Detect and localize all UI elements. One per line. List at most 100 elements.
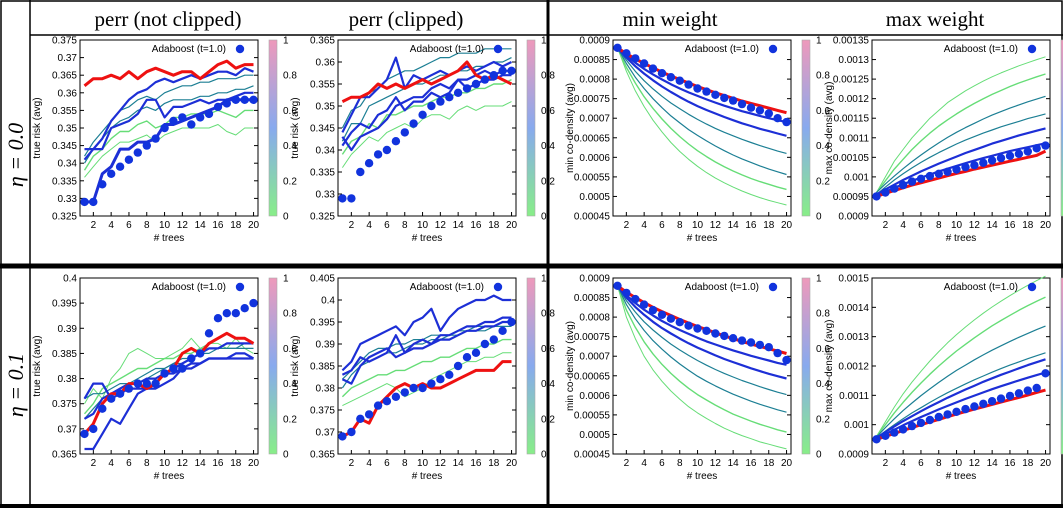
adaboost-point bbox=[881, 431, 890, 440]
header-min-weight: min weight bbox=[622, 7, 717, 31]
adaboost-point bbox=[898, 180, 908, 190]
legend-marker bbox=[1027, 44, 1037, 54]
x-axis-label: # trees bbox=[412, 233, 443, 244]
y-tick-label: 0.4 bbox=[63, 274, 77, 285]
y-tick-label: 0.365 bbox=[52, 71, 77, 82]
adaboost-point bbox=[1023, 147, 1032, 156]
x-tick-label: 20 bbox=[506, 458, 518, 469]
adaboost-point bbox=[373, 401, 383, 410]
adaboost-point bbox=[987, 156, 997, 165]
x-tick-label: 18 bbox=[1022, 458, 1034, 469]
adaboost-point bbox=[925, 171, 935, 181]
x-tick-label: 20 bbox=[248, 220, 260, 231]
colorbar-tick-label: 0 bbox=[283, 212, 289, 223]
colorbar-tick-label: 0.2 bbox=[816, 176, 830, 187]
legend-marker bbox=[493, 44, 503, 54]
x-tick-label: 16 bbox=[212, 220, 224, 231]
y-tick-label: 0.385 bbox=[52, 349, 77, 360]
adaboost-point bbox=[445, 93, 454, 102]
adaboost-point bbox=[916, 174, 926, 183]
y-tick-label: 0.34 bbox=[316, 146, 336, 157]
y-axis-label: min co-density (avg) bbox=[565, 83, 576, 173]
series-line-green bbox=[617, 47, 787, 206]
adaboost-point bbox=[507, 317, 516, 327]
adaboost-point bbox=[213, 314, 223, 323]
adaboost-point bbox=[151, 134, 160, 143]
x-tick-label: 6 bbox=[384, 458, 390, 469]
y-axis-label: true risk (avg) bbox=[32, 335, 43, 396]
adaboost-point bbox=[746, 338, 756, 347]
series-line-green bbox=[617, 285, 787, 450]
x-tick-label: 4 bbox=[641, 220, 647, 231]
colorbar-tick-label: 0.6 bbox=[541, 106, 555, 117]
adaboost-point bbox=[133, 148, 142, 157]
adaboost-point bbox=[755, 340, 765, 350]
series-line-blue bbox=[84, 357, 254, 451]
x-tick-label: 16 bbox=[745, 458, 757, 469]
x-axis-label: # trees bbox=[412, 471, 443, 482]
adaboost-point bbox=[996, 153, 1006, 163]
legend-label: Adaboost (t=1.0) bbox=[944, 282, 1018, 293]
adaboost-point bbox=[204, 109, 214, 119]
adaboost-point bbox=[702, 326, 711, 335]
adaboost-point bbox=[115, 162, 125, 171]
adaboost-point bbox=[1032, 383, 1041, 393]
x-axis-label: # trees bbox=[687, 233, 718, 244]
x-tick-label: 4 bbox=[641, 458, 647, 469]
colorbar-tick-label: 0.2 bbox=[283, 176, 297, 187]
series-line-green bbox=[616, 285, 787, 433]
series-line-teal bbox=[876, 113, 1046, 195]
y-tick-label: 0.0011 bbox=[839, 391, 869, 402]
y-tick-label: 0.345 bbox=[310, 124, 335, 135]
y-tick-label: 0.395 bbox=[310, 318, 335, 329]
y-tick-label: 0.335 bbox=[310, 168, 335, 179]
chart-panel-1: 0.325 0.33 0.335 0.34 0.345 0.35 0.355 0.36 0.36… bbox=[32, 36, 297, 245]
x-axis-label: # trees bbox=[154, 233, 185, 244]
colorbar-tick-label: 1 bbox=[816, 274, 822, 285]
adaboost-point bbox=[89, 197, 98, 207]
colorbar-tick-label: 0.6 bbox=[283, 344, 297, 355]
y-tick-label: 0.0009 bbox=[838, 450, 869, 461]
y-tick-label: 0.0015 bbox=[838, 274, 869, 285]
adaboost-point bbox=[436, 375, 445, 384]
y-tick-label: 0.00055 bbox=[574, 172, 611, 183]
y-tick-label: 0.0009 bbox=[579, 36, 610, 47]
adaboost-point bbox=[453, 88, 463, 98]
adaboost-point bbox=[107, 169, 116, 178]
colorbar bbox=[1060, 277, 1063, 455]
adaboost-point bbox=[961, 162, 970, 172]
adaboost-point bbox=[613, 281, 622, 290]
plot-area bbox=[871, 277, 1051, 455]
y-axis-label: true risk (avg) bbox=[32, 97, 43, 158]
adaboost-point bbox=[115, 389, 125, 398]
y-tick-label: 0.39 bbox=[58, 324, 78, 335]
adaboost-point bbox=[98, 180, 107, 189]
adaboost-point bbox=[409, 383, 418, 393]
plot-area bbox=[337, 39, 517, 217]
adaboost-point bbox=[711, 90, 720, 100]
adaboost-point bbox=[80, 197, 89, 207]
plot-area bbox=[612, 39, 792, 217]
y-tick-label: 0.00055 bbox=[574, 410, 611, 421]
adaboost-point bbox=[987, 397, 997, 406]
x-tick-label: 10 bbox=[159, 458, 171, 469]
x-tick-label: 14 bbox=[987, 220, 999, 231]
y-axis-label: max co-density (avg) bbox=[824, 320, 835, 413]
x-tick-label: 6 bbox=[126, 220, 132, 231]
adaboost-point bbox=[222, 99, 231, 108]
x-tick-label: 12 bbox=[177, 458, 189, 469]
adaboost-point bbox=[382, 145, 392, 155]
x-tick-label: 18 bbox=[763, 220, 775, 231]
y-tick-label: 0.375 bbox=[310, 406, 335, 417]
y-tick-label: 0.355 bbox=[52, 106, 77, 117]
colorbar-tick-label: 1 bbox=[541, 36, 547, 47]
x-tick-label: 8 bbox=[402, 458, 408, 469]
y-tick-label: 0.33 bbox=[316, 190, 336, 201]
adaboost-point bbox=[872, 435, 881, 444]
adaboost-point bbox=[213, 102, 223, 112]
colorbar-tick-label: 0.8 bbox=[283, 309, 297, 320]
x-tick-label: 6 bbox=[659, 458, 665, 469]
x-tick-label: 2 bbox=[883, 220, 889, 231]
adaboost-point bbox=[347, 427, 356, 437]
x-axis-label: # trees bbox=[946, 233, 977, 244]
